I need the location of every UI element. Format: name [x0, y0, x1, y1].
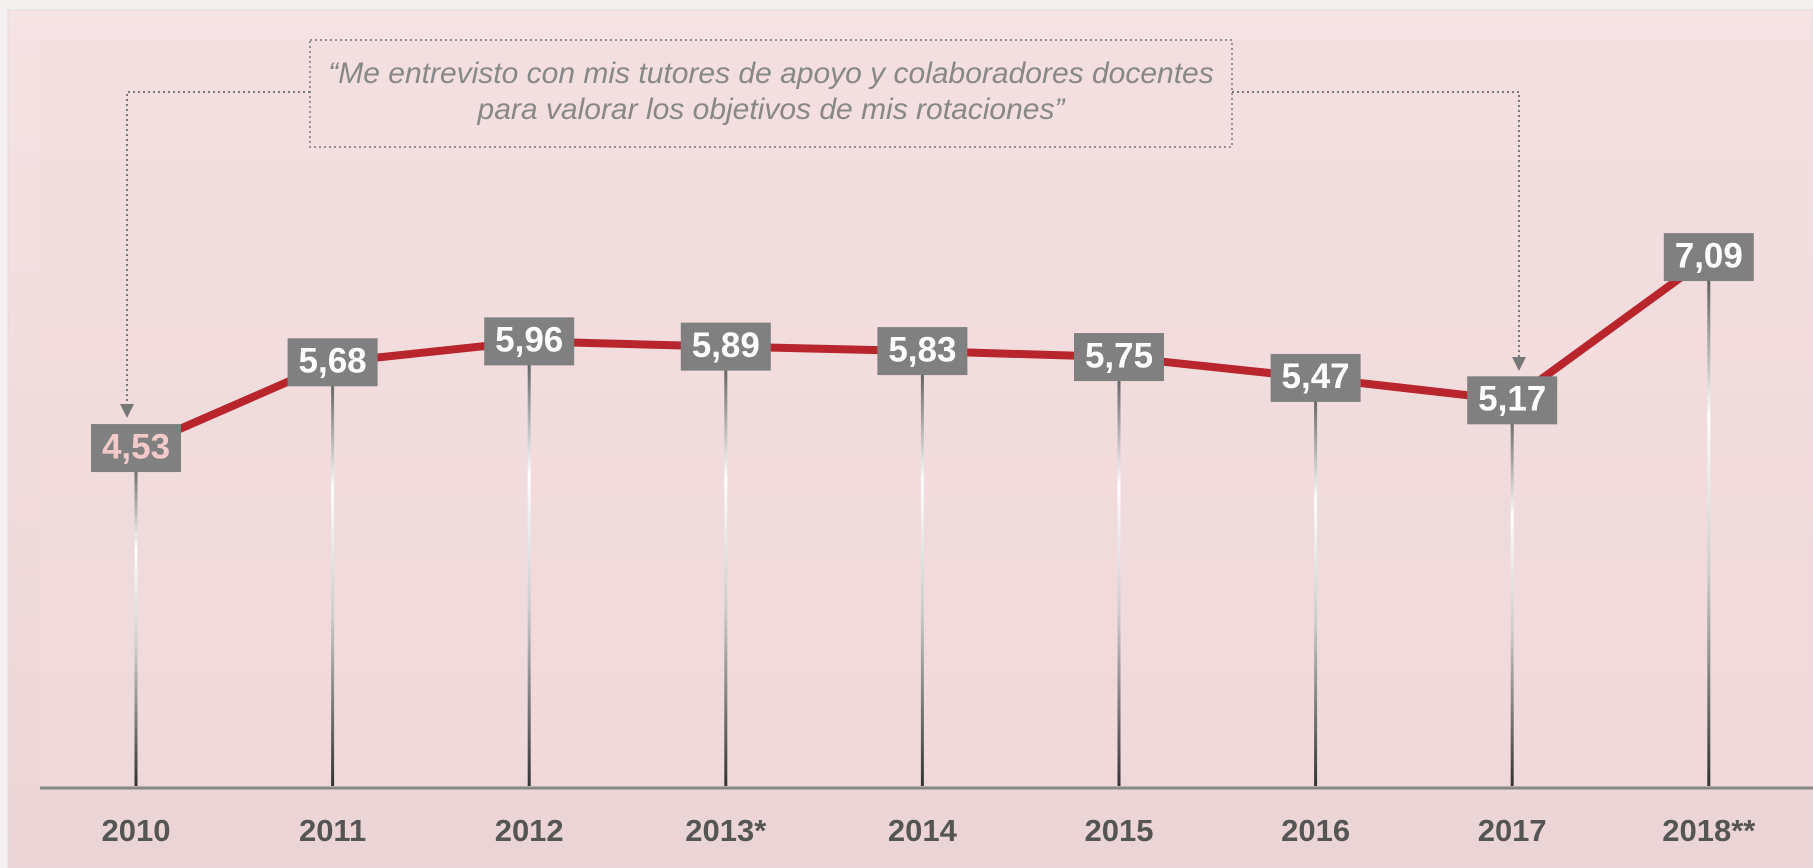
annotation: “Me entrevisto con mis tutores de apoyo …	[328, 57, 1213, 90]
drop-line	[1707, 257, 1711, 786]
value-label-box	[1270, 353, 1361, 402]
value-label: 4,53	[102, 427, 170, 466]
drop-line	[527, 341, 531, 786]
value-label-box	[1663, 233, 1754, 282]
value-label-box	[91, 424, 181, 473]
annotation: para valorar los objetivos de mis rotaci…	[477, 93, 1067, 126]
value-label: 5,83	[888, 330, 956, 369]
x-tick-label: 2018**	[1662, 813, 1756, 848]
value-label-box	[287, 338, 378, 387]
drop-line	[331, 362, 335, 786]
value-label: 5,17	[1478, 380, 1546, 419]
drop-line	[1510, 400, 1514, 786]
x-tick-label: 2011	[299, 813, 366, 848]
x-tick-label: 2013*	[685, 813, 767, 848]
value-label: 5,47	[1282, 357, 1350, 396]
x-tick-label: 2015	[1085, 813, 1154, 848]
value-label-box	[1467, 376, 1558, 425]
value-label: 5,89	[692, 326, 760, 365]
value-label-box	[484, 317, 575, 366]
x-tick-label: 2016	[1281, 813, 1350, 848]
x-tick-label: 2014	[888, 813, 958, 848]
value-label: 5,75	[1085, 336, 1153, 375]
annotation-box	[309, 39, 1233, 148]
drop-line	[1117, 357, 1121, 786]
x-tick-label: 2017	[1478, 813, 1547, 848]
annotation-arrow	[126, 91, 310, 408]
value-label-box	[680, 322, 771, 371]
arrow-head	[120, 404, 134, 418]
x-tick-label: 2012	[495, 813, 564, 848]
value-label: 5,96	[495, 321, 563, 360]
drop-line	[134, 448, 138, 786]
value-label: 5,68	[299, 342, 367, 381]
value-label-box	[1074, 333, 1164, 382]
drop-line	[920, 351, 924, 786]
arrow-head	[1512, 357, 1526, 371]
value-label: 7,09	[1675, 236, 1743, 275]
annotation-arrow	[1232, 91, 1520, 360]
drop-line	[724, 346, 728, 786]
value-label-box	[877, 327, 968, 376]
x-tick-label: 2010	[102, 813, 171, 848]
drop-line	[1314, 377, 1318, 786]
